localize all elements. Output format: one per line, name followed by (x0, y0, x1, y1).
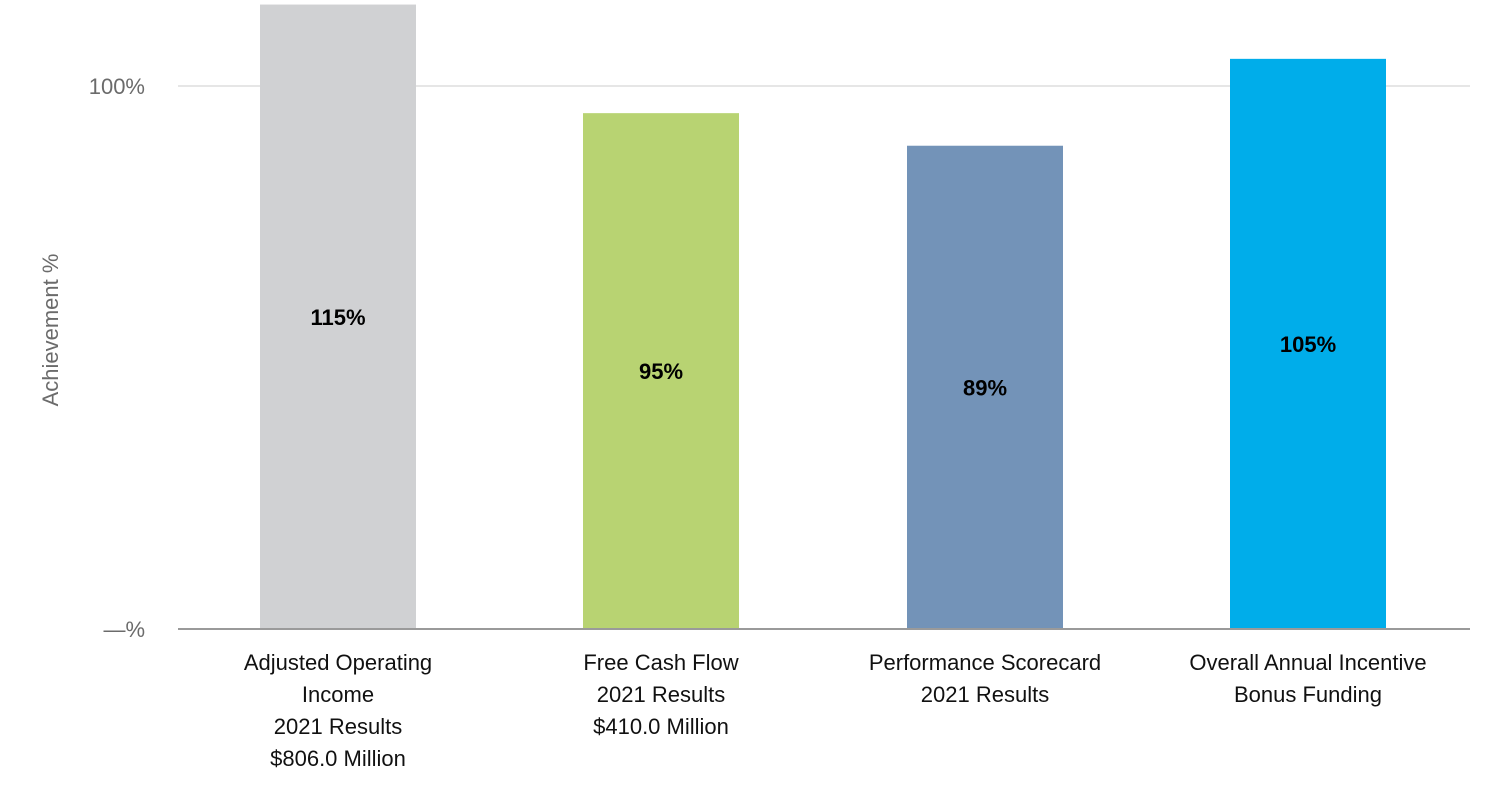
bar (1230, 58, 1386, 630)
category-label-line: Income (302, 682, 374, 707)
category-label-line: 2021 Results (597, 682, 725, 707)
y-tick-labels: —% 100% (89, 74, 145, 642)
bars (260, 4, 1386, 630)
bar (583, 113, 739, 629)
bar-value-label: 95% (639, 359, 683, 384)
category-label: Performance Scorecard 2021 Results (869, 650, 1101, 707)
category-label: Adjusted Operating Income 2021 Results $806… (244, 650, 432, 771)
category-label-line: $806.0 Million (270, 746, 406, 771)
category-label-line: Adjusted Operating (244, 650, 432, 675)
category-label-line: Overall Annual Incentive (1189, 650, 1426, 675)
category-label-line: 2021 Results (274, 714, 402, 739)
category-label: Free Cash Flow 2021 Results $410.0 Million (583, 650, 738, 739)
y-axis-title: Achievement % (38, 254, 63, 407)
category-label-line: Performance Scorecard (869, 650, 1101, 675)
bar-value-label: 115% (310, 305, 365, 330)
bar-value-label: 89% (963, 375, 1007, 400)
y-tick-label: 100% (89, 74, 145, 99)
data-labels: 115% 95% 89% 105% (310, 305, 1336, 401)
category-label-line: $410.0 Million (593, 714, 729, 739)
category-labels: Adjusted Operating Income 2021 Results $806… (244, 650, 1427, 771)
category-label-line: Bonus Funding (1234, 682, 1382, 707)
bar (260, 4, 416, 630)
category-label-line: 2021 Results (921, 682, 1049, 707)
bar (907, 145, 1063, 630)
bar-value-label: 105% (1280, 332, 1336, 357)
category-label: Overall Annual Incentive Bonus Funding (1189, 650, 1426, 707)
category-label-line: Free Cash Flow (583, 650, 738, 675)
y-tick-label: —% (103, 617, 145, 642)
